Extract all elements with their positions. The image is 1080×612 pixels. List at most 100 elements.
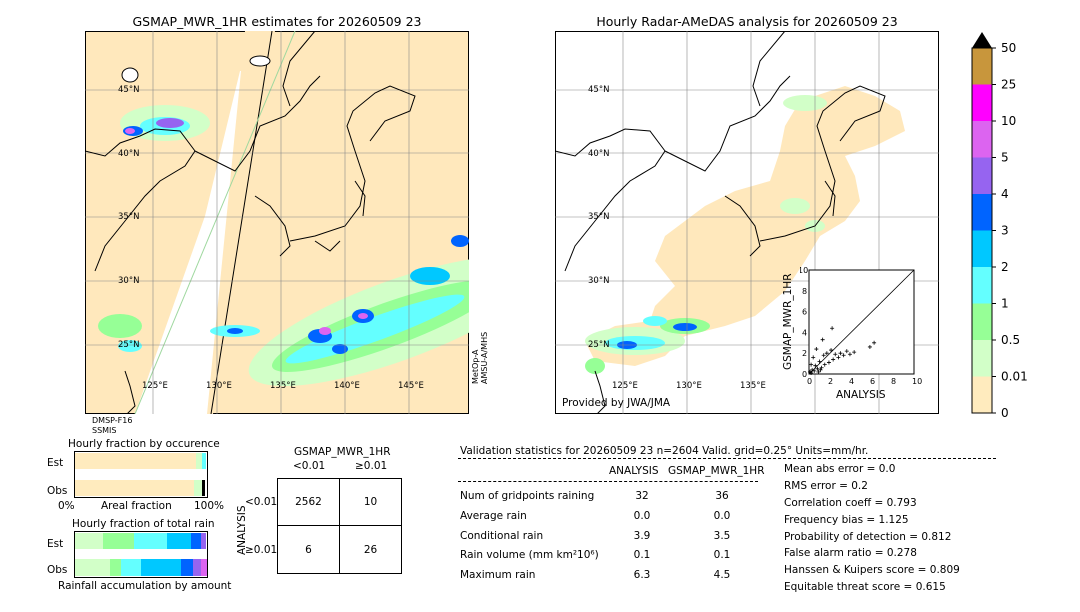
occurrence-est-light [196, 453, 202, 469]
colorbar-label-8: 0.5 [1001, 333, 1020, 347]
left-lat-label-40: 40°N [118, 149, 140, 159]
occurrence-axis-right: 100% [194, 500, 225, 512]
total-rain-obs-segments [75, 559, 207, 576]
right-lon-label-135: 135°E [740, 381, 766, 391]
scatter-point-9 [822, 362, 827, 367]
scatter-point-19 [847, 352, 852, 357]
scatter-point-10 [824, 351, 829, 356]
contingency-row-ge: ≥0.01 [245, 544, 278, 556]
scatter-point-4 [813, 363, 818, 368]
right-lon-label-130: 130°E [676, 381, 702, 391]
stat-analysis-1: 0.0 [633, 510, 651, 522]
left-lat-label-30: 30°N [118, 276, 140, 286]
left-map [85, 31, 469, 414]
occurrence-obs-heavy [202, 480, 205, 496]
scatter-ylabel: GSMAP_MWR_1HR [782, 273, 794, 370]
score-rms-error: RMS error = 0.2 [784, 480, 868, 492]
occurrence-obs-nonrain [75, 480, 194, 496]
scatter-point-15 [836, 355, 841, 360]
occurrence-est-label: Est [47, 457, 64, 469]
stat-label-2: Conditional rain [460, 530, 544, 542]
score-frequency-bias: Frequency bias = 1.125 [784, 514, 909, 526]
stat-analysis-2: 3.9 [633, 530, 651, 542]
validation-divider [458, 458, 996, 459]
left-lon-label-125: 125°E [142, 381, 168, 391]
right-lat-label-45: 45°N [588, 85, 610, 95]
score-correlation: Correlation coeff = 0.793 [784, 497, 917, 509]
stat-gsmap-3: 0.1 [713, 549, 731, 561]
scatter-ytick-3: 6 [802, 308, 807, 317]
scatter-point-27 [816, 369, 821, 374]
left-lat-label-25: 25°N [118, 340, 140, 350]
occurrence-obs-label: Obs [47, 485, 68, 497]
total-rain-est-segments [75, 533, 206, 549]
occurrence-est-nonrain [75, 453, 196, 469]
stat-label-4: Maximum rain [460, 569, 536, 581]
colorbar-band-2 [972, 121, 992, 158]
colorbar-label-0: 50 [1001, 41, 1016, 55]
validation-col-gsmap: GSMAP_MWR_1HR [668, 465, 765, 477]
scatter-plot: 00 2 2 4 4 6 6 8 8 10 10 [800, 266, 922, 386]
colorbar-label-2: 10 [1001, 114, 1016, 128]
colorbar-label-1: 25 [1001, 78, 1016, 92]
stat-analysis-0: 32 [635, 490, 649, 502]
colorbar-label-7: 1 [1001, 297, 1009, 311]
colorbar-label-6: 2 [1001, 260, 1009, 274]
sat-bottom-line-1: DMSP-F16 [92, 416, 133, 425]
colorbar-extend-arrow [972, 32, 992, 48]
stat-label-1: Average rain [460, 510, 527, 522]
score-far: False alarm ratio = 0.278 [784, 547, 917, 559]
scatter-point-6 [817, 359, 822, 364]
colorbar-label-5: 3 [1001, 224, 1009, 238]
occurrence-bars [74, 451, 208, 498]
score-hk: Hanssen & Kuipers score = 0.809 [784, 564, 960, 576]
right-map-title: Hourly Radar-AMeDAS analysis for 2026050… [596, 14, 898, 29]
validation-table-divider [458, 481, 758, 482]
validation-header: Validation statistics for 20260509 23 n=… [460, 445, 869, 457]
stat-analysis-4: 6.3 [633, 569, 651, 581]
colorbar-band-8 [972, 340, 992, 377]
left-satellite-right: MetOp-A AMSU-A/MHS [471, 332, 489, 384]
stat-label-0: Num of gridpoints raining [460, 490, 595, 502]
left-lat-label-35: 35°N [118, 212, 140, 222]
colorbar-band-9 [972, 376, 992, 414]
scatter-point-28 [818, 367, 823, 372]
contingency-cell-false-alarm: 10 [363, 496, 378, 508]
scatter-xtick-4: 8 [891, 377, 896, 386]
colorbar-label-3: 5 [1001, 151, 1009, 165]
stat-label-3: Rain volume (mm km²10⁶) [460, 549, 599, 561]
right-rain-areas [585, 95, 827, 374]
stat-gsmap-0: 36 [715, 490, 729, 502]
left-rain-areas [98, 105, 469, 386]
contingency-cell-miss: 6 [305, 544, 312, 556]
right-lat-label-40: 40°N [588, 149, 610, 159]
scatter-ytick-2: 4 [802, 328, 807, 337]
right-lat-label-30: 30°N [588, 276, 610, 286]
total-rain-bars [74, 531, 208, 578]
scatter-point-3 [812, 368, 817, 373]
scatter-diagonal [808, 269, 915, 375]
scatter-point-22 [872, 340, 877, 345]
occurrence-axis-left: 0% [58, 500, 75, 512]
scatter-point-8 [821, 353, 826, 358]
scatter-point-13 [831, 357, 836, 362]
left-lon-label-130: 130°E [206, 381, 232, 391]
stat-gsmap-1: 0.0 [713, 510, 731, 522]
scatter-point-25 [811, 355, 816, 360]
scatter-point-14 [833, 352, 838, 357]
total-rain-caption: Rainfall accumulation by amount [58, 580, 232, 592]
scatter-xtick-1: 2 [828, 377, 833, 386]
contingency-title: GSMAP_MWR_1HR [294, 446, 391, 458]
scatter-xtick-2: 4 [849, 377, 854, 386]
occurrence-obs-light [194, 480, 202, 496]
contingency-col-lt: <0.01 [293, 460, 326, 472]
scatter-point-5 [815, 366, 820, 371]
occurrence-est-heavy [202, 453, 206, 469]
total-rain-title: Hourly fraction of total rain [72, 518, 215, 530]
colorbar: 50 25 10 5 4 3 2 1 0.5 0.01 0 [971, 32, 1028, 420]
scatter-point-20 [852, 350, 857, 355]
scatter-point-11 [826, 360, 831, 365]
left-lat-label-45: 45°N [118, 85, 140, 95]
stat-gsmap-4: 4.5 [713, 569, 731, 581]
colorbar-label-4: 4 [1001, 187, 1009, 201]
